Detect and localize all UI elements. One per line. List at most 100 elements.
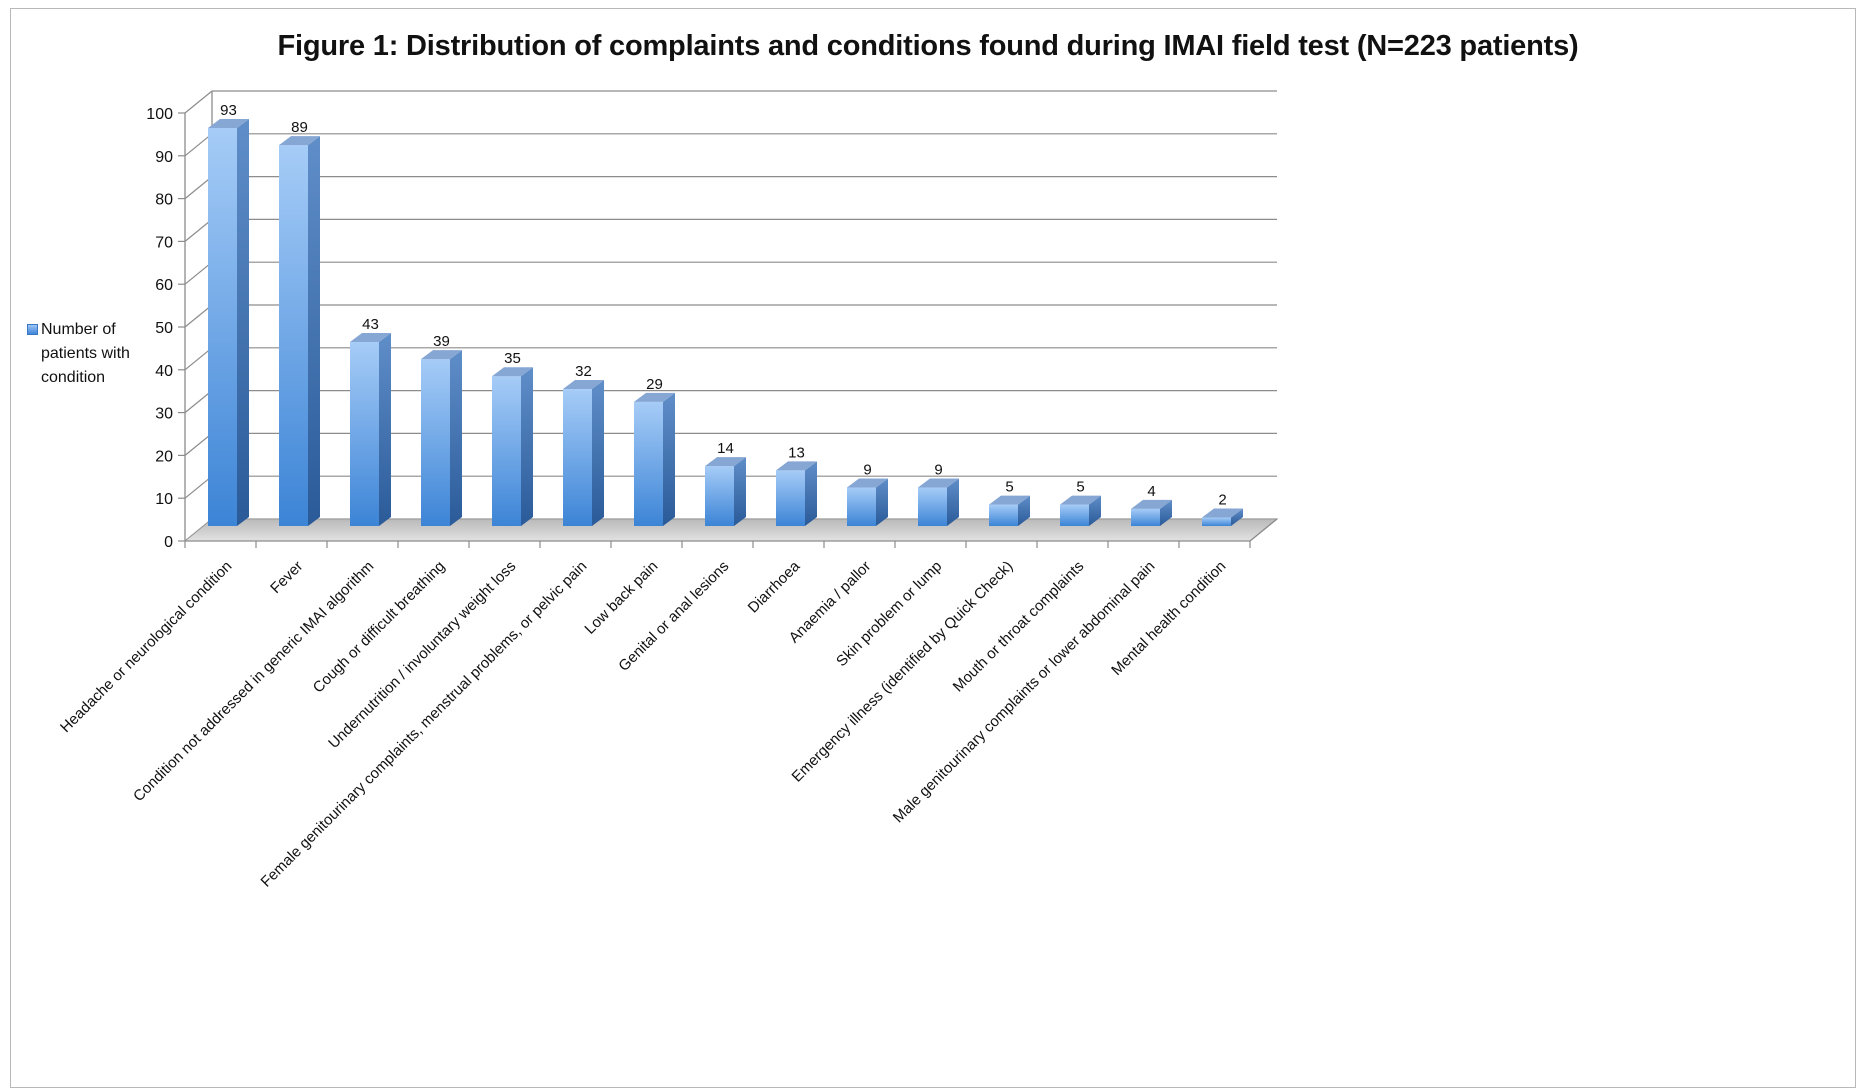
y-tick-label: 80 bbox=[155, 192, 173, 209]
gridline-diagonal bbox=[184, 261, 213, 285]
bar-side bbox=[1231, 508, 1243, 526]
data-label: 89 bbox=[291, 119, 308, 136]
data-label: 93 bbox=[220, 102, 237, 119]
bar bbox=[918, 478, 959, 526]
category-label: Low back pain bbox=[581, 558, 661, 638]
bar bbox=[776, 461, 817, 526]
data-label: 5 bbox=[1076, 479, 1084, 496]
data-label: 29 bbox=[646, 376, 663, 393]
bar-front bbox=[1131, 508, 1160, 526]
bar-cap bbox=[563, 380, 604, 390]
y-tick-label: 40 bbox=[155, 363, 173, 380]
bar-front bbox=[989, 504, 1018, 526]
gridline-diagonal bbox=[184, 133, 213, 157]
bar-front bbox=[492, 376, 521, 526]
data-label: 5 bbox=[1005, 479, 1013, 496]
y-tick-label: 10 bbox=[155, 491, 173, 508]
bar-cap bbox=[705, 457, 746, 467]
bar-front bbox=[279, 145, 308, 526]
bar-cap bbox=[1202, 508, 1243, 518]
bar-front bbox=[705, 466, 734, 526]
bar bbox=[1131, 499, 1172, 526]
y-tick-label: 20 bbox=[155, 448, 173, 465]
category-label: Fever bbox=[267, 558, 306, 597]
bar-side bbox=[805, 461, 817, 526]
bar-side bbox=[663, 392, 675, 526]
data-label: 39 bbox=[433, 333, 450, 350]
bar-front bbox=[634, 401, 663, 526]
gridline-diagonal bbox=[184, 304, 213, 328]
y-tick-label: 0 bbox=[164, 534, 173, 551]
data-label: 43 bbox=[362, 316, 379, 333]
bar-side bbox=[947, 478, 959, 526]
floor-edge bbox=[1249, 518, 1278, 542]
y-tick-label: 50 bbox=[155, 320, 173, 337]
data-label: 9 bbox=[934, 461, 942, 478]
gridline-diagonal bbox=[184, 432, 213, 456]
legend-label: Number of patients with condition bbox=[41, 321, 130, 386]
bar-cap bbox=[492, 367, 533, 377]
bar bbox=[279, 136, 320, 526]
bar-front bbox=[208, 127, 237, 527]
legend-swatch bbox=[27, 324, 38, 335]
bar-front bbox=[1060, 504, 1089, 526]
y-tick-label: 90 bbox=[155, 149, 173, 166]
bar bbox=[350, 332, 391, 526]
bar-cap bbox=[279, 136, 320, 146]
bar-front bbox=[421, 359, 450, 526]
bar bbox=[847, 478, 888, 526]
bar-front bbox=[563, 389, 592, 526]
bar bbox=[634, 392, 675, 526]
bar-cap bbox=[1060, 495, 1101, 505]
data-label: 4 bbox=[1147, 483, 1155, 500]
category-label: Diarrhoea bbox=[745, 557, 804, 616]
category-label: Condition not addressed in generic IMAI … bbox=[130, 558, 377, 805]
bar-cap bbox=[350, 332, 391, 342]
gridline-diagonal bbox=[184, 176, 213, 200]
bar-side bbox=[521, 367, 533, 526]
data-label: 14 bbox=[717, 440, 734, 457]
bar bbox=[421, 350, 462, 526]
bar bbox=[705, 457, 746, 526]
data-label: 35 bbox=[504, 350, 521, 367]
bar-side bbox=[379, 332, 391, 526]
bar-front bbox=[918, 487, 947, 526]
bar-side bbox=[450, 350, 462, 526]
bar-cap bbox=[634, 392, 675, 402]
bar-cap bbox=[421, 350, 462, 360]
bar-front bbox=[776, 470, 805, 526]
category-label: Headache or neurological condition bbox=[57, 558, 235, 736]
gridline-diagonal bbox=[184, 347, 213, 371]
data-label: 32 bbox=[575, 363, 592, 380]
bar-front bbox=[847, 487, 876, 526]
bar-cap bbox=[918, 478, 959, 488]
bar-side bbox=[308, 136, 320, 526]
bar-side bbox=[237, 118, 249, 527]
bar-side bbox=[734, 457, 746, 526]
bar-front bbox=[350, 341, 379, 526]
bar bbox=[563, 380, 604, 526]
data-label: 2 bbox=[1218, 491, 1226, 508]
category-label: Female genitourinary complaints, menstru… bbox=[258, 558, 591, 891]
category-label: Cough or difficult breathing bbox=[310, 558, 449, 697]
bar-cap bbox=[1131, 499, 1172, 509]
bar bbox=[1060, 495, 1101, 526]
data-label: 13 bbox=[788, 444, 805, 461]
y-tick-label: 30 bbox=[155, 406, 173, 423]
bar-cap bbox=[989, 495, 1030, 505]
bar-side bbox=[1160, 499, 1172, 526]
data-label: 9 bbox=[863, 461, 871, 478]
category-label: Mouth or throat complaints bbox=[950, 558, 1088, 696]
y-tick-label: 100 bbox=[146, 106, 173, 123]
legend: Number of patients with condition bbox=[27, 318, 133, 390]
bar bbox=[1202, 508, 1243, 526]
bar-side bbox=[592, 380, 604, 526]
bar bbox=[492, 367, 533, 526]
y-tick-label: 60 bbox=[155, 277, 173, 294]
gridline-diagonal bbox=[184, 475, 213, 499]
category-label: Male genitourinary complaints or lower a… bbox=[890, 558, 1158, 826]
bar bbox=[989, 495, 1030, 526]
gridline-diagonal bbox=[184, 90, 213, 114]
bar-cap bbox=[847, 478, 888, 488]
